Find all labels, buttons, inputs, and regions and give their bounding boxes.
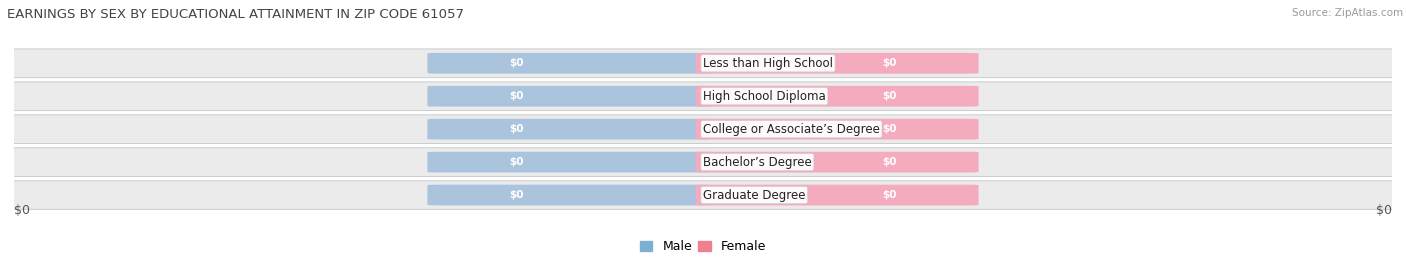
Text: $0: $0: [882, 58, 897, 68]
Text: $0: $0: [14, 204, 30, 217]
FancyBboxPatch shape: [696, 185, 979, 206]
FancyBboxPatch shape: [427, 152, 710, 173]
Text: $0: $0: [509, 124, 524, 134]
FancyBboxPatch shape: [696, 152, 979, 173]
FancyBboxPatch shape: [696, 119, 979, 140]
FancyBboxPatch shape: [696, 53, 979, 74]
Text: EARNINGS BY SEX BY EDUCATIONAL ATTAINMENT IN ZIP CODE 61057: EARNINGS BY SEX BY EDUCATIONAL ATTAINMEN…: [7, 8, 464, 21]
Text: Less than High School: Less than High School: [703, 57, 832, 70]
FancyBboxPatch shape: [0, 115, 1406, 143]
FancyBboxPatch shape: [0, 148, 1406, 176]
Text: $0: $0: [882, 91, 897, 101]
Text: Bachelor’s Degree: Bachelor’s Degree: [703, 156, 811, 169]
Text: Graduate Degree: Graduate Degree: [703, 189, 806, 202]
Text: Source: ZipAtlas.com: Source: ZipAtlas.com: [1292, 8, 1403, 18]
FancyBboxPatch shape: [0, 82, 1406, 110]
FancyBboxPatch shape: [696, 86, 979, 107]
Text: $0: $0: [1376, 204, 1392, 217]
Text: $0: $0: [509, 91, 524, 101]
Text: $0: $0: [509, 58, 524, 68]
Text: $0: $0: [882, 190, 897, 200]
Text: $0: $0: [509, 190, 524, 200]
FancyBboxPatch shape: [427, 53, 710, 74]
Legend: Male, Female: Male, Female: [640, 240, 766, 253]
Text: College or Associate’s Degree: College or Associate’s Degree: [703, 123, 880, 136]
FancyBboxPatch shape: [0, 49, 1406, 78]
FancyBboxPatch shape: [427, 119, 710, 140]
FancyBboxPatch shape: [427, 86, 710, 107]
Text: $0: $0: [882, 124, 897, 134]
FancyBboxPatch shape: [427, 185, 710, 206]
FancyBboxPatch shape: [0, 181, 1406, 209]
Text: $0: $0: [509, 157, 524, 167]
Text: High School Diploma: High School Diploma: [703, 90, 825, 103]
Text: $0: $0: [882, 157, 897, 167]
